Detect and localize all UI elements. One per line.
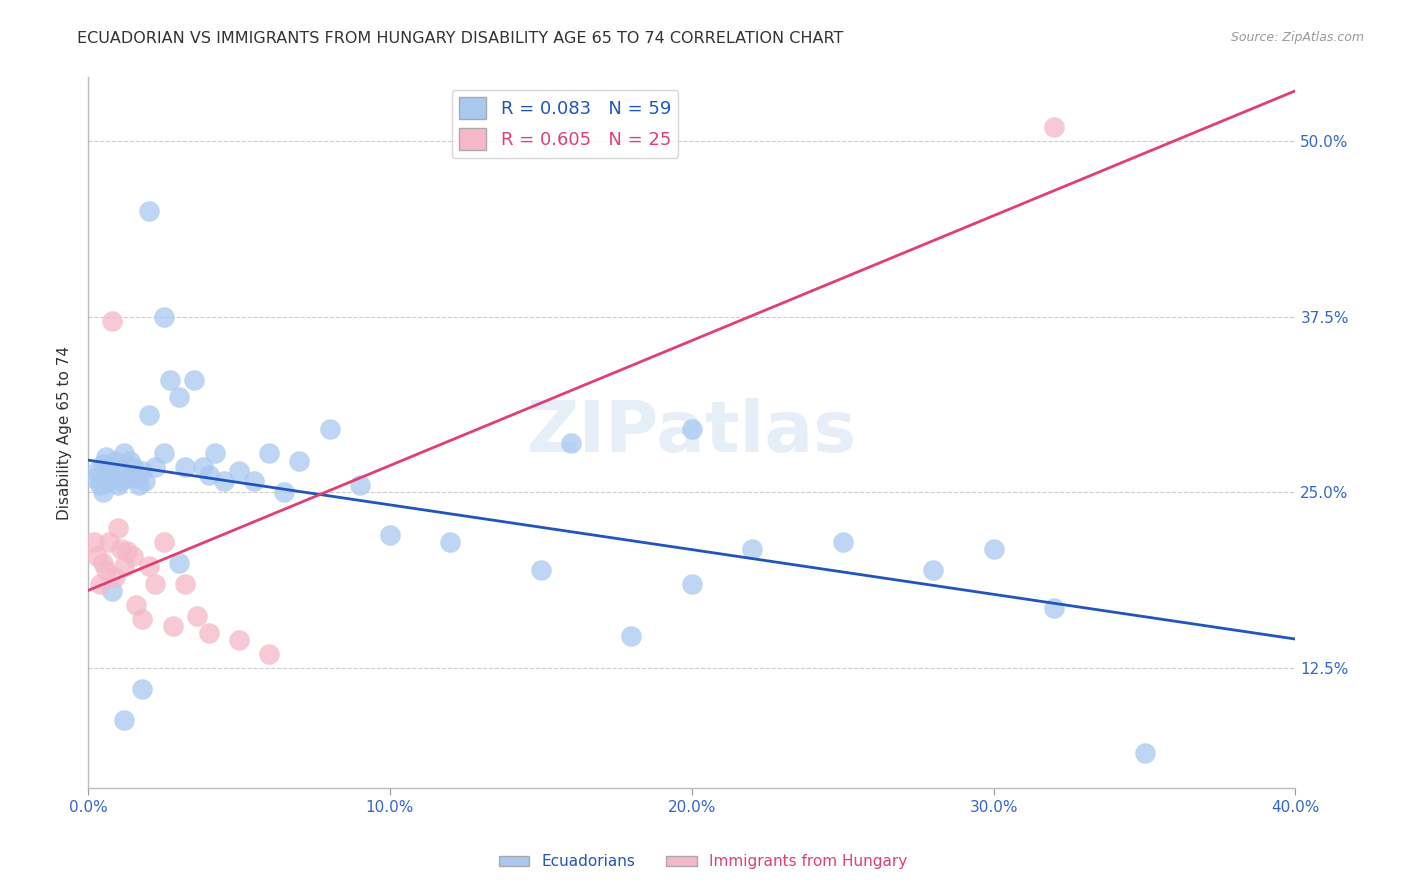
Point bbox=[191, 460, 214, 475]
Point bbox=[138, 408, 160, 422]
Point bbox=[143, 460, 166, 475]
Legend: Ecuadorians, Immigrants from Hungary: Ecuadorians, Immigrants from Hungary bbox=[492, 848, 914, 875]
Point bbox=[107, 520, 129, 534]
Point bbox=[831, 534, 853, 549]
Point bbox=[138, 558, 160, 573]
Point bbox=[83, 471, 105, 485]
Point bbox=[318, 422, 340, 436]
Point bbox=[107, 478, 129, 492]
Point bbox=[96, 450, 118, 465]
Point bbox=[173, 576, 195, 591]
Point bbox=[1043, 600, 1066, 615]
Point bbox=[83, 534, 105, 549]
Point bbox=[131, 612, 153, 626]
Point bbox=[152, 446, 174, 460]
Point bbox=[107, 464, 129, 478]
Point bbox=[922, 563, 945, 577]
Point bbox=[104, 454, 127, 468]
Point bbox=[1043, 120, 1066, 134]
Point bbox=[128, 478, 150, 492]
Point bbox=[152, 534, 174, 549]
Point bbox=[112, 446, 135, 460]
Point bbox=[101, 471, 124, 485]
Point bbox=[741, 541, 763, 556]
Point bbox=[162, 619, 184, 633]
Point bbox=[243, 474, 266, 488]
Point bbox=[288, 454, 311, 468]
Point bbox=[98, 460, 121, 475]
Point bbox=[681, 422, 703, 436]
Point bbox=[134, 474, 156, 488]
Point bbox=[173, 460, 195, 475]
Point bbox=[273, 485, 295, 500]
Point bbox=[96, 563, 118, 577]
Point bbox=[98, 474, 121, 488]
Point bbox=[439, 534, 461, 549]
Y-axis label: Disability Age 65 to 74: Disability Age 65 to 74 bbox=[58, 345, 72, 520]
Point bbox=[110, 474, 132, 488]
Point bbox=[89, 478, 111, 492]
Point bbox=[91, 556, 114, 570]
Point bbox=[131, 682, 153, 697]
Text: Source: ZipAtlas.com: Source: ZipAtlas.com bbox=[1230, 31, 1364, 45]
Point bbox=[117, 471, 139, 485]
Point bbox=[96, 468, 118, 483]
Point bbox=[560, 436, 582, 450]
Point bbox=[212, 474, 235, 488]
Point bbox=[1133, 746, 1156, 760]
Point bbox=[152, 310, 174, 324]
Point bbox=[228, 464, 250, 478]
Point bbox=[91, 457, 114, 471]
Point bbox=[620, 629, 643, 643]
Point bbox=[131, 464, 153, 478]
Point bbox=[112, 713, 135, 727]
Point bbox=[159, 373, 181, 387]
Point bbox=[167, 556, 190, 570]
Point bbox=[530, 563, 553, 577]
Point bbox=[120, 454, 142, 468]
Point bbox=[204, 446, 226, 460]
Text: ZIPatlas: ZIPatlas bbox=[527, 398, 856, 467]
Point bbox=[257, 446, 280, 460]
Point bbox=[681, 576, 703, 591]
Point bbox=[86, 464, 108, 478]
Point bbox=[983, 541, 1005, 556]
Point bbox=[101, 583, 124, 598]
Point bbox=[98, 534, 121, 549]
Point bbox=[257, 647, 280, 661]
Point bbox=[125, 598, 148, 612]
Point bbox=[378, 527, 401, 541]
Point bbox=[186, 609, 208, 624]
Point bbox=[198, 626, 221, 640]
Point bbox=[89, 576, 111, 591]
Point bbox=[198, 468, 221, 483]
Point bbox=[101, 314, 124, 328]
Point bbox=[167, 390, 190, 404]
Point bbox=[112, 558, 135, 573]
Legend: R = 0.083   N = 59, R = 0.605   N = 25: R = 0.083 N = 59, R = 0.605 N = 25 bbox=[451, 90, 678, 158]
Point bbox=[228, 633, 250, 648]
Point bbox=[110, 541, 132, 556]
Point bbox=[349, 478, 371, 492]
Point bbox=[91, 485, 114, 500]
Point bbox=[125, 471, 148, 485]
Text: ECUADORIAN VS IMMIGRANTS FROM HUNGARY DISABILITY AGE 65 TO 74 CORRELATION CHART: ECUADORIAN VS IMMIGRANTS FROM HUNGARY DI… bbox=[77, 31, 844, 46]
Point bbox=[86, 549, 108, 563]
Point bbox=[122, 460, 145, 475]
Point bbox=[138, 204, 160, 219]
Point bbox=[117, 544, 139, 558]
Point bbox=[104, 570, 127, 584]
Point bbox=[122, 549, 145, 563]
Point bbox=[143, 576, 166, 591]
Point bbox=[183, 373, 205, 387]
